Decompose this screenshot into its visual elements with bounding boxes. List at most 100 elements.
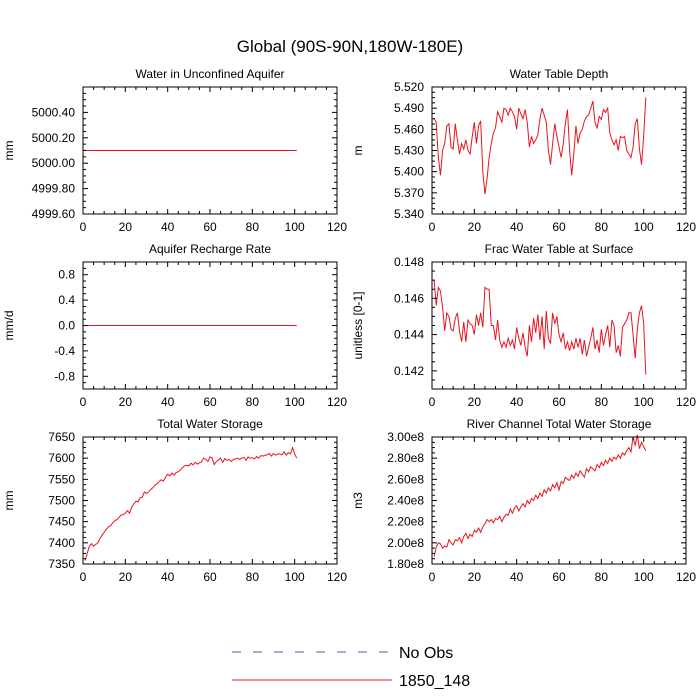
y-tick-label: -0.4 [54,344,75,358]
series-line-1 [433,97,647,195]
y-tick-label: 0.4 [58,293,75,307]
y-tick-label: 2.20e8 [387,515,424,529]
x-tick-label: 0 [429,395,436,409]
x-tick-label: 20 [468,395,482,409]
legend-label-2: 1850_148 [399,673,470,690]
y-tick-label: 7400 [48,536,75,550]
x-tick-label: 0 [80,220,87,234]
x-tick-label: 60 [552,395,566,409]
x-tick-label: 40 [510,395,524,409]
panel-title: Total Water Storage [157,417,263,431]
series-line-1 [433,434,647,557]
panel-1: Water in Unconfined Aquifer mm 0 20 40 60 80 10… [2,67,347,234]
y-axis-label: unitless [0-1] [351,291,365,359]
panel-title: River Channel Total Water Storage [467,417,652,431]
panel-4: Frac Water Table at Surface unitless [0-1… [351,242,696,409]
panel-title: Frac Water Table at Surface [485,242,634,256]
x-tick-label: 60 [552,570,566,584]
y-axis-label: mm [2,491,16,511]
x-tick-label: 120 [327,570,347,584]
x-tick-label: 80 [246,395,260,409]
y-tick-label: 4999.60 [32,207,76,221]
x-tick-label: 60 [203,220,217,234]
panel-3: Aquifer Recharge Rate mm/d 0 20 40 60 80 100 120… [2,242,347,409]
y-tick-label: 7600 [48,451,75,465]
x-tick-label: 60 [203,570,217,584]
y-tick-label: 2.80e8 [387,451,424,465]
y-tick-label: 5.370 [394,186,424,200]
series-line-1 [84,446,298,561]
y-tick-label: 0.144 [394,328,424,342]
x-tick-label: 20 [119,570,133,584]
y-tick-label: 1.80e8 [387,557,424,571]
legend: No Obs 1850_148 [232,645,470,690]
x-tick-label: 100 [634,395,654,409]
x-tick-label: 80 [595,220,609,234]
x-tick-label: 120 [676,395,696,409]
panel-2: Water Table Depth m 0 20 40 60 80 100 120 5.340 5.… [351,67,696,234]
y-tick-label: 0.146 [394,291,424,305]
x-tick-label: 100 [285,395,305,409]
x-tick-label: 120 [676,570,696,584]
series-line-1 [433,280,647,375]
y-tick-label: 5.520 [394,80,424,94]
x-tick-label: 80 [246,220,260,234]
y-tick-label: 7650 [48,430,75,444]
panel-6: River Channel Total Water Storage m3 0 20 40… [351,417,696,584]
y-tick-label: -0.8 [54,369,75,383]
y-axis-label: mm [2,141,16,161]
panels: Water in Unconfined Aquifer mm 0 20 40 60 80 10… [2,67,696,584]
x-tick-label: 120 [327,395,347,409]
legend-label-1: No Obs [399,645,453,662]
x-tick-label: 120 [676,220,696,234]
y-axis-label: m [351,146,365,156]
x-tick-label: 20 [119,395,133,409]
x-tick-label: 100 [285,570,305,584]
x-tick-label: 100 [634,220,654,234]
y-axis-label: mm/d [2,311,16,341]
y-tick-label: 7550 [48,472,75,486]
y-tick-label: 7350 [48,557,75,571]
panel-title: Aquifer Recharge Rate [149,242,271,256]
x-tick-label: 40 [161,220,175,234]
y-tick-label: 5.490 [394,101,424,115]
y-tick-label: 4999.80 [32,182,76,196]
x-tick-label: 80 [246,570,260,584]
x-tick-label: 0 [429,570,436,584]
x-tick-label: 100 [285,220,305,234]
figure-title: Global (90S-90N,180W-180E) [237,37,463,56]
y-tick-label: 0.142 [394,364,424,378]
y-tick-label: 0.0 [58,319,75,333]
y-tick-label: 5000.20 [32,131,76,145]
y-tick-label: 5000.40 [32,105,76,119]
y-tick-label: 5.460 [394,122,424,136]
panel-title: Water in Unconfined Aquifer [136,67,285,81]
panel-5: Total Water Storage mm 0 20 40 60 80 100 120 7350… [2,417,347,584]
y-tick-label: 5000.00 [32,156,76,170]
x-tick-label: 0 [429,220,436,234]
x-tick-label: 60 [203,395,217,409]
y-axis-label: m3 [351,492,365,509]
x-tick-label: 100 [634,570,654,584]
x-tick-label: 40 [510,570,524,584]
y-tick-label: 2.40e8 [387,494,424,508]
y-tick-label: 0.148 [394,255,424,269]
y-tick-label: 5.400 [394,165,424,179]
y-tick-label: 2.00e8 [387,536,424,550]
x-tick-label: 20 [468,220,482,234]
y-tick-label: 7500 [48,494,75,508]
x-tick-label: 120 [327,220,347,234]
y-tick-label: 5.430 [394,144,424,158]
y-tick-label: 7450 [48,515,75,529]
x-tick-label: 80 [595,570,609,584]
y-tick-label: 3.00e8 [387,430,424,444]
panel-title: Water Table Depth [510,67,609,81]
x-tick-label: 40 [161,570,175,584]
x-tick-label: 20 [119,220,133,234]
x-tick-label: 0 [80,570,87,584]
y-tick-label: 5.340 [394,207,424,221]
y-tick-label: 0.8 [58,268,75,282]
x-tick-label: 0 [80,395,87,409]
